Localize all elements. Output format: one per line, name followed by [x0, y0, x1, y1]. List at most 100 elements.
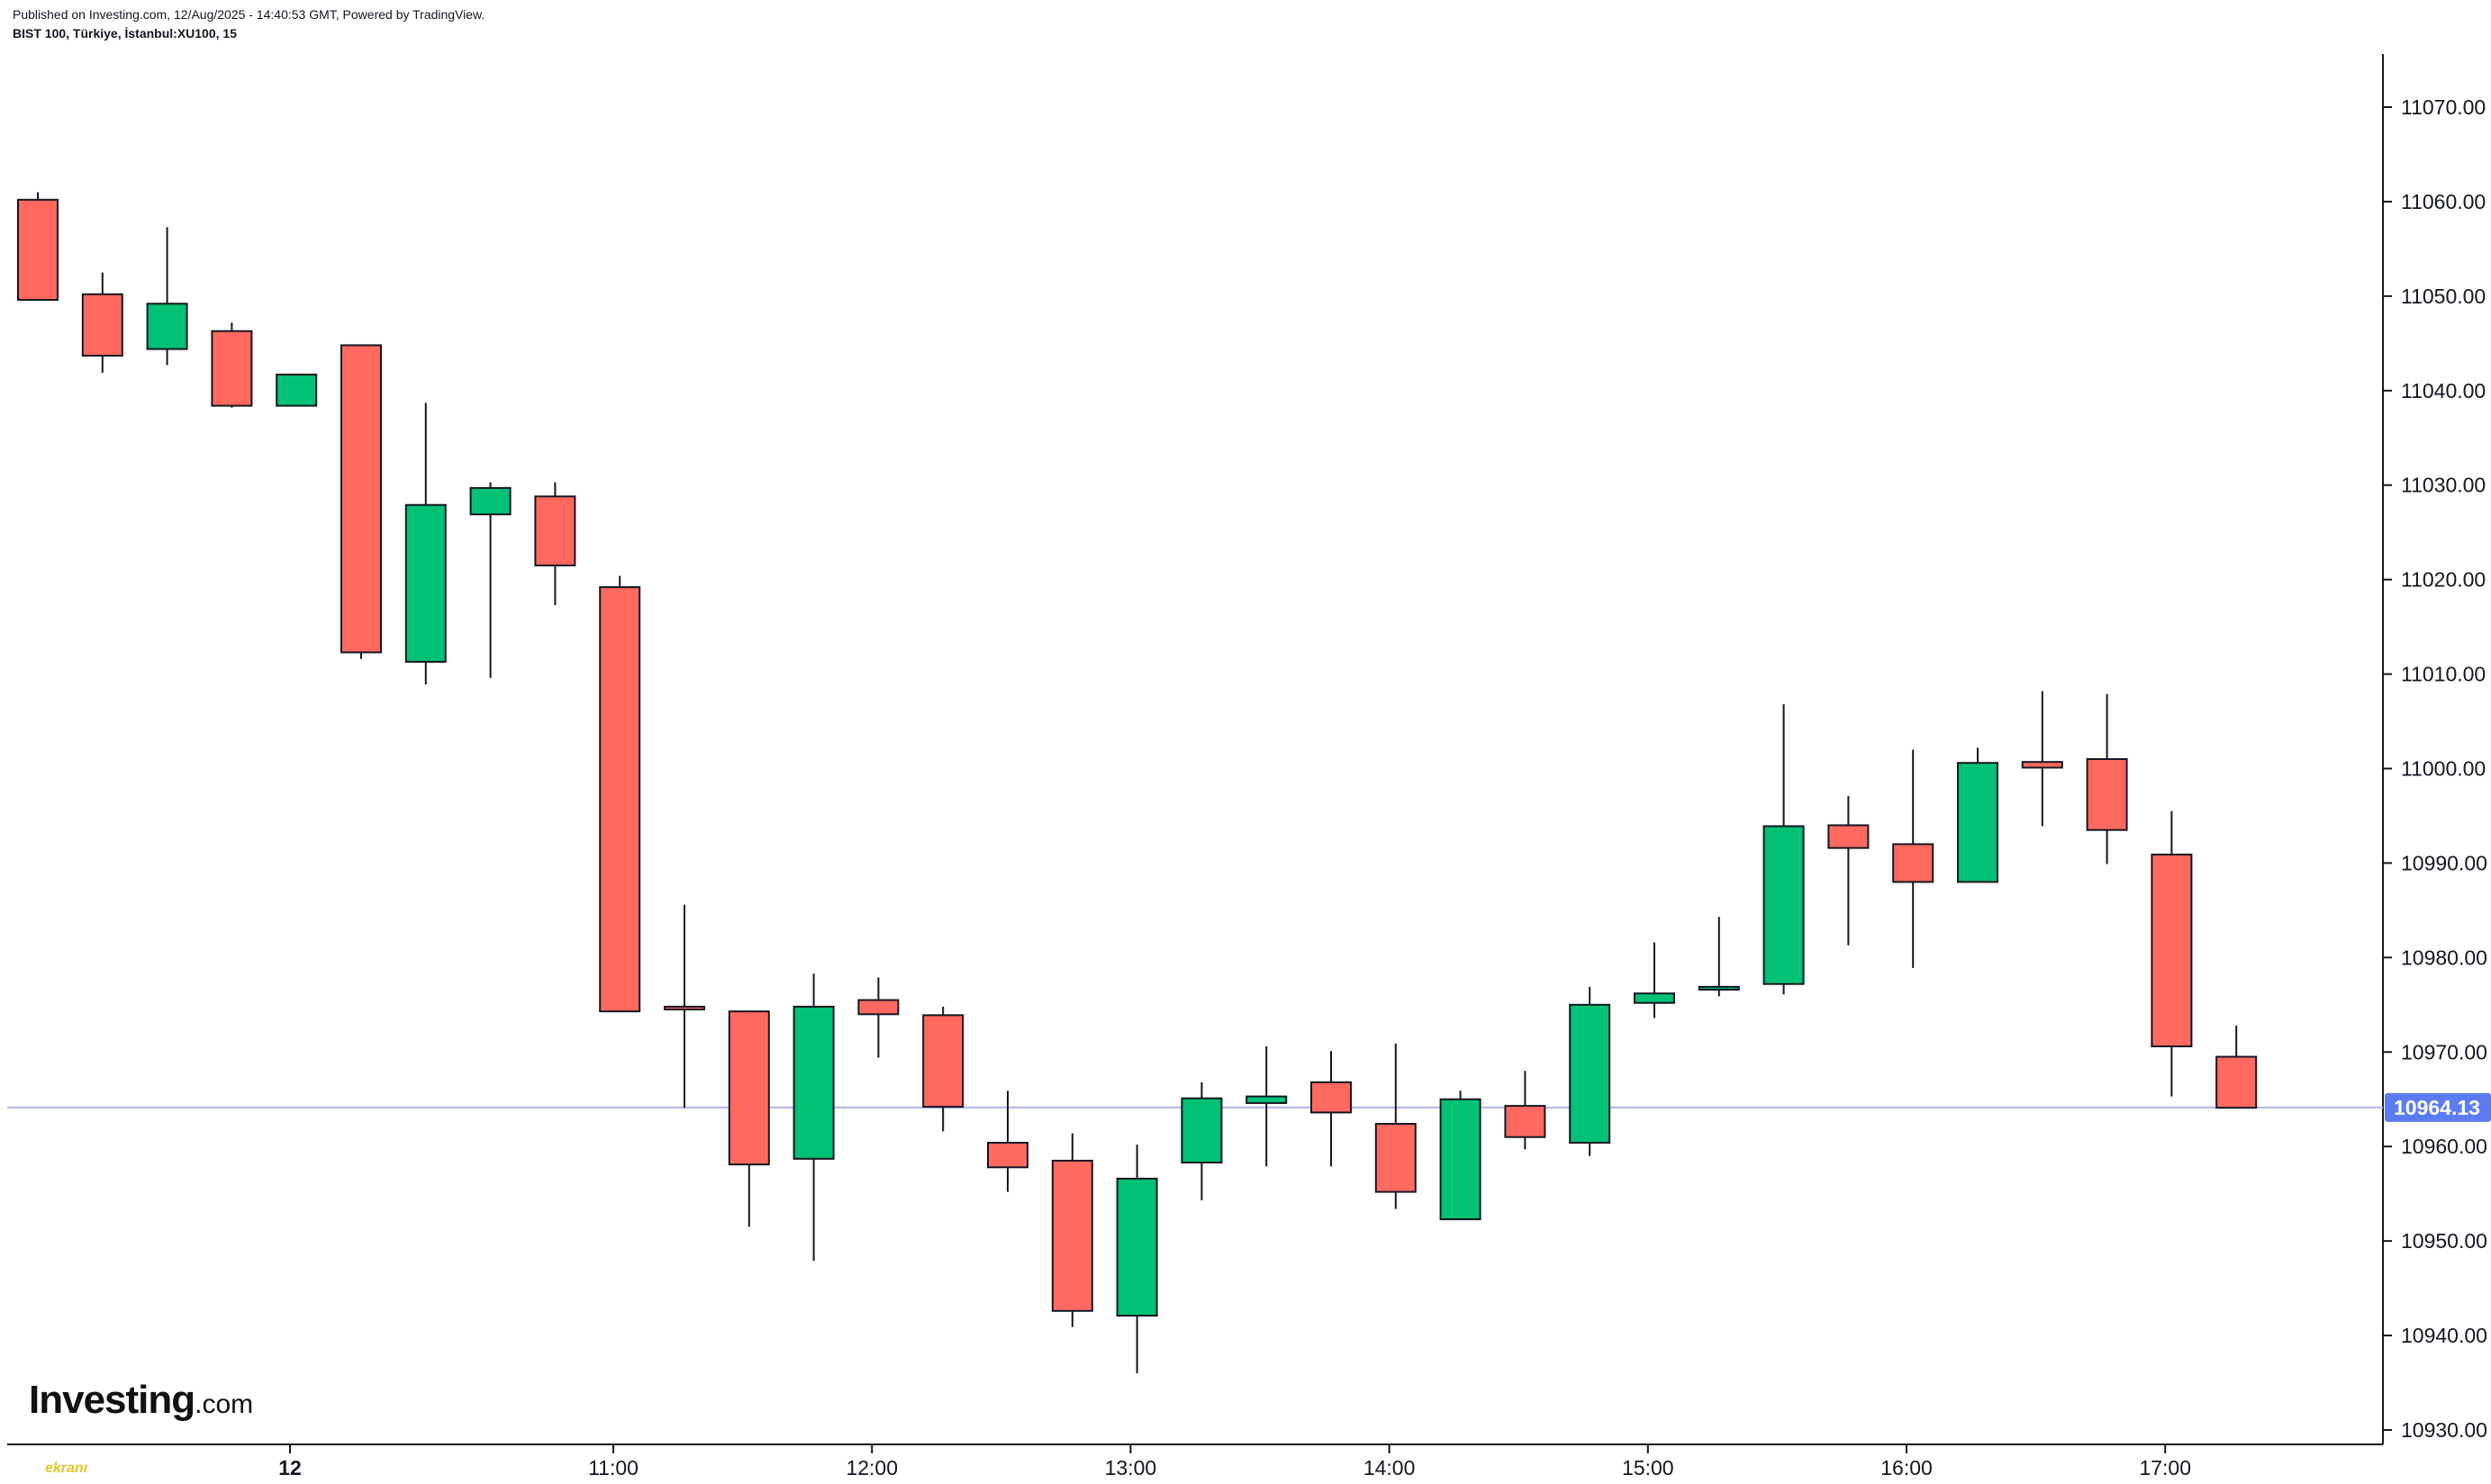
- y-tick-label: 10960.00: [2401, 1135, 2487, 1158]
- x-tick-label: 11:00: [588, 1456, 639, 1479]
- symbol-title: BIST 100, Türkiye, İstanbul:XU100, 15: [13, 26, 237, 41]
- candle-body: [2086, 758, 2128, 831]
- x-axis-ticks[interactable]: 12 11:00 12:00 13:00 14:00 15:00 16:00 17:00: [278, 1444, 2191, 1479]
- candle-body: [728, 1010, 770, 1166]
- candle-body: [534, 495, 576, 566]
- candle[interactable]: [1439, 1090, 1481, 1221]
- candle-body: [1698, 985, 1740, 991]
- chart-axes: [7, 54, 2384, 1445]
- candle-body: [404, 503, 447, 663]
- ekrani-watermark: ekranı: [45, 1461, 88, 1476]
- candle[interactable]: [17, 192, 59, 302]
- y-tick-label: 11000.00: [2401, 757, 2486, 781]
- y-tick-label: 10970.00: [2401, 1040, 2487, 1063]
- candle-body: [599, 586, 641, 1013]
- candle[interactable]: [211, 322, 253, 408]
- logo-suffix: .com: [195, 1389, 254, 1419]
- candle-body: [146, 303, 188, 350]
- candle[interactable]: [2086, 693, 2128, 864]
- candle-body: [81, 293, 123, 357]
- candle-body: [276, 373, 318, 407]
- candle[interactable]: [469, 482, 512, 678]
- y-tick-label: 11050.00: [2401, 285, 2486, 308]
- candle-body: [340, 344, 382, 654]
- candles-group: [17, 192, 2258, 1374]
- candle-body: [1634, 992, 1675, 1004]
- candle[interactable]: [987, 1090, 1028, 1192]
- candle[interactable]: [1246, 1045, 1288, 1167]
- x-tick-label: 13:00: [1105, 1456, 1157, 1479]
- candle-body: [1827, 824, 1870, 849]
- candle-body: [1762, 825, 1805, 985]
- candle-body: [1116, 1177, 1158, 1317]
- candle-body: [1957, 762, 1998, 883]
- candle[interactable]: [81, 272, 123, 373]
- candle[interactable]: [1051, 1133, 1093, 1327]
- candle[interactable]: [793, 973, 835, 1262]
- candle-body: [922, 1014, 965, 1108]
- candle-body: [1439, 1098, 1481, 1221]
- candle-body: [2215, 1055, 2258, 1109]
- y-tick-label: 11040.00: [2401, 379, 2486, 403]
- y-tick-label: 11020.00: [2401, 568, 2486, 592]
- candle[interactable]: [276, 373, 318, 407]
- candle-body: [1246, 1095, 1288, 1104]
- y-tick-label: 10940.00: [2401, 1324, 2487, 1347]
- candle-body: [1569, 1003, 1611, 1145]
- candle[interactable]: [2215, 1025, 2258, 1109]
- candle[interactable]: [2021, 691, 2063, 827]
- candle-body: [469, 486, 512, 516]
- candle-body: [17, 198, 59, 302]
- candle[interactable]: [404, 403, 447, 685]
- x-tick-label: 12: [278, 1456, 302, 1479]
- candle-body: [1374, 1123, 1417, 1193]
- candle-body: [793, 1005, 835, 1160]
- last-price-tag-bg: [2385, 1092, 2491, 1122]
- candle[interactable]: [728, 1010, 770, 1227]
- y-tick-label: 10950.00: [2401, 1229, 2487, 1253]
- candle-body: [1892, 843, 1934, 883]
- candle[interactable]: [1181, 1081, 1223, 1201]
- candle-body: [2151, 853, 2193, 1047]
- y-tick-label: 11060.00: [2401, 190, 2486, 213]
- candle-body: [857, 999, 900, 1016]
- candle[interactable]: [146, 227, 188, 366]
- candle[interactable]: [2151, 810, 2193, 1097]
- candle[interactable]: [1634, 942, 1675, 1018]
- candle[interactable]: [857, 977, 900, 1058]
- y-axis-ticks[interactable]: 10930.00 10940.00 10950.00 10960.00 10970.00…: [2383, 95, 2487, 1442]
- investing-logo: Investing.com: [29, 1378, 253, 1423]
- chart-header: Published on Investing.com, 12/Aug/2025 …: [13, 5, 485, 43]
- candle-body: [664, 1005, 705, 1011]
- candle[interactable]: [599, 575, 641, 1013]
- candle[interactable]: [664, 904, 705, 1108]
- candle[interactable]: [1892, 749, 1934, 968]
- y-tick-label: 11010.00: [2401, 663, 2486, 686]
- candle[interactable]: [1504, 1071, 1546, 1150]
- candle[interactable]: [1374, 1043, 1417, 1209]
- x-tick-label: 16:00: [1880, 1456, 1933, 1479]
- candle-body: [211, 330, 253, 407]
- candle[interactable]: [1569, 986, 1611, 1156]
- candle[interactable]: [340, 344, 382, 659]
- candle[interactable]: [1310, 1051, 1352, 1167]
- candle[interactable]: [1762, 704, 1805, 995]
- candle[interactable]: [1116, 1145, 1158, 1374]
- last-price-tag: 10964.13: [2385, 1092, 2491, 1122]
- candle[interactable]: [1698, 917, 1740, 997]
- x-tick-label: 12:00: [846, 1456, 898, 1479]
- y-tick-label: 10990.00: [2401, 851, 2487, 874]
- published-note: Published on Investing.com, 12/Aug/2025 …: [13, 7, 485, 22]
- y-tick-label: 10930.00: [2401, 1418, 2487, 1442]
- candle[interactable]: [1957, 747, 1998, 883]
- x-tick-label: 15:00: [1622, 1456, 1674, 1479]
- candle-body: [1310, 1081, 1352, 1114]
- y-tick-label: 11030.00: [2401, 474, 2486, 497]
- candle[interactable]: [922, 1006, 965, 1132]
- candle-body: [1051, 1159, 1093, 1312]
- candle-body: [1181, 1097, 1223, 1164]
- candle[interactable]: [1827, 795, 1870, 946]
- logo-main: Investing: [29, 1378, 195, 1422]
- candle[interactable]: [534, 482, 576, 605]
